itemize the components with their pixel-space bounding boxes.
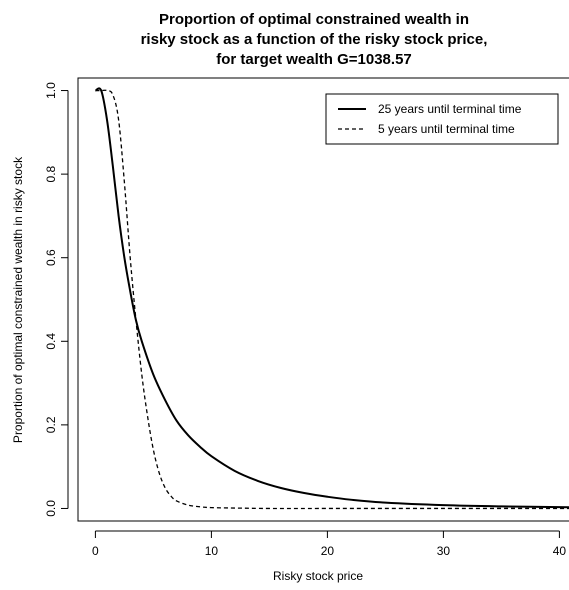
x-tick-label: 0 [92,544,99,558]
y-tick-label: 1.0 [44,82,58,99]
y-axis: 0.0 0.2 0.4 0.6 0.8 1.0 [44,82,69,517]
x-tick-label: 10 [205,544,219,558]
chart-title-line-3: for target wealth G=1038.57 [216,51,412,68]
y-axis-label: Proportion of optimal constrained wealth… [11,156,25,443]
x-tick-label: 40 [553,544,567,558]
x-axis: 0 10 20 30 40 [92,530,567,558]
x-axis-label: Risky stock price [273,569,363,583]
plot-frame [77,77,569,522]
x-tick-label: 20 [321,544,335,558]
series-line-25-years [94,87,569,509]
series-layer [94,87,569,510]
chart-title-line-1: Proportion of optimal constrained wealth… [159,11,469,28]
y-tick-label: 0.6 [44,249,58,266]
y-tick-label: 0.2 [44,416,58,433]
chart-title-line-2: risky stock as a function of the risky s… [141,31,488,48]
y-tick-label: 0.0 [44,500,58,517]
y-tick-label: 0.8 [44,165,58,182]
legend-label-25-years: 25 years until terminal time [378,102,522,116]
series-line-5-years [95,89,569,510]
legend: 25 years until terminal time 5 years unt… [325,93,559,145]
y-tick-label: 0.4 [44,333,58,350]
legend-label-5-years: 5 years until terminal time [378,122,515,136]
legend-box [325,93,559,145]
x-tick-label: 30 [437,544,451,558]
